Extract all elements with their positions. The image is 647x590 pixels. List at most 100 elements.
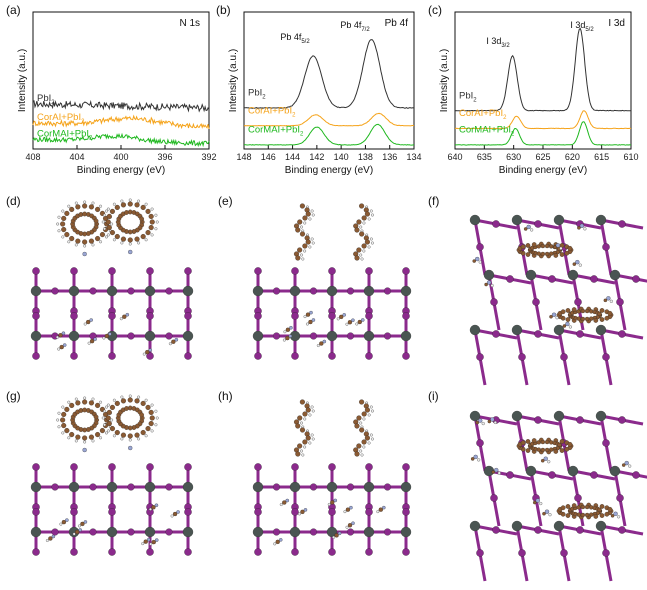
c-atom	[542, 511, 546, 516]
c-atom	[295, 255, 301, 261]
c-atom	[134, 202, 140, 208]
pb-atom	[30, 526, 42, 538]
c-atom	[589, 309, 594, 314]
c-atom	[172, 511, 178, 517]
pb-atom	[182, 330, 194, 342]
panel-letter-h: (h)	[218, 389, 233, 403]
i-atom	[346, 528, 355, 536]
i-atom	[574, 494, 582, 502]
h-atom	[112, 238, 116, 242]
c-atom	[607, 506, 613, 512]
n-atom	[624, 460, 629, 466]
c-atom	[610, 514, 615, 518]
h-atom	[150, 403, 154, 407]
h-atom	[150, 429, 154, 433]
c-atom	[599, 308, 605, 313]
c-atom	[64, 210, 70, 216]
h-atom	[67, 240, 71, 244]
i-atom	[476, 549, 484, 557]
c-atom	[69, 236, 75, 242]
c-atom	[559, 439, 565, 444]
c-atom	[99, 428, 105, 434]
y-axis-label: Intensity (a.u.)	[228, 49, 239, 112]
i-atom	[328, 312, 336, 320]
c-atom	[580, 504, 586, 510]
c-atom	[58, 333, 63, 338]
h-atom	[308, 413, 312, 417]
c-atom	[603, 298, 608, 303]
i-atom	[184, 463, 192, 471]
i-atom	[184, 508, 192, 516]
h-atom	[56, 418, 60, 422]
h-atom	[105, 405, 108, 409]
c-atom	[148, 213, 154, 219]
c-atom	[69, 402, 75, 408]
c-atom	[151, 505, 156, 510]
c-atom	[106, 213, 112, 219]
pb-atom	[252, 481, 264, 493]
i-atom	[70, 267, 78, 275]
pb-atom	[68, 481, 80, 493]
pb-atom	[326, 285, 338, 297]
h-atom	[155, 416, 159, 420]
h-atom	[336, 317, 340, 321]
legend-label: CorMAI+PbI2	[248, 125, 304, 138]
c-atom	[302, 243, 308, 249]
c-atom	[305, 407, 311, 413]
i-atom	[518, 353, 526, 361]
h-atom	[359, 253, 363, 257]
c-atom	[549, 314, 553, 319]
c-atom	[120, 432, 126, 438]
c-atom	[536, 447, 541, 452]
c-atom	[140, 400, 146, 406]
h-atom	[120, 437, 124, 441]
n-atom	[62, 343, 67, 347]
c-atom	[134, 398, 140, 404]
c-atom	[599, 317, 605, 322]
i-atom	[165, 483, 173, 491]
h-atom	[83, 322, 87, 326]
h-atom	[154, 227, 158, 231]
c-atom	[359, 231, 365, 237]
c-atom	[122, 314, 127, 319]
h-atom	[311, 437, 315, 441]
h-atom	[83, 396, 87, 400]
c-atom	[120, 236, 126, 242]
i-atom	[127, 332, 135, 340]
structure-side-view-d	[30, 198, 194, 360]
c-atom	[567, 245, 573, 251]
h-atom	[149, 507, 152, 511]
y-axis-label: Intensity (a.u.)	[17, 49, 28, 112]
h-atom	[481, 422, 485, 426]
n-atom	[128, 249, 133, 255]
i-atom	[254, 548, 262, 556]
x-tick-label: 146	[261, 152, 276, 162]
c-atom	[104, 333, 110, 339]
i-atom	[108, 463, 116, 471]
c-atom	[285, 327, 291, 332]
h-atom	[370, 437, 374, 441]
c-atom	[297, 443, 303, 449]
i-atom	[560, 549, 568, 557]
panel-letter-f: (f)	[428, 194, 439, 208]
h-atom	[360, 453, 364, 457]
i-atom	[309, 528, 318, 536]
i-atom	[184, 352, 192, 360]
h-atom	[367, 441, 371, 445]
i-atom	[165, 332, 173, 340]
n-atom	[494, 467, 499, 473]
h-atom	[91, 201, 95, 205]
i-atom	[309, 332, 318, 340]
pb-atom	[106, 526, 118, 538]
h-atom	[105, 431, 108, 435]
n-atom	[382, 505, 386, 510]
i-atom	[291, 463, 299, 471]
c-atom	[356, 415, 362, 421]
series-line-cormai-pbi2	[454, 121, 632, 146]
pb-atom	[106, 285, 118, 297]
h-atom	[539, 502, 543, 506]
h-atom	[478, 260, 482, 264]
i-atom	[518, 549, 526, 557]
pb-atom	[182, 481, 194, 493]
pb-atom	[326, 526, 338, 538]
